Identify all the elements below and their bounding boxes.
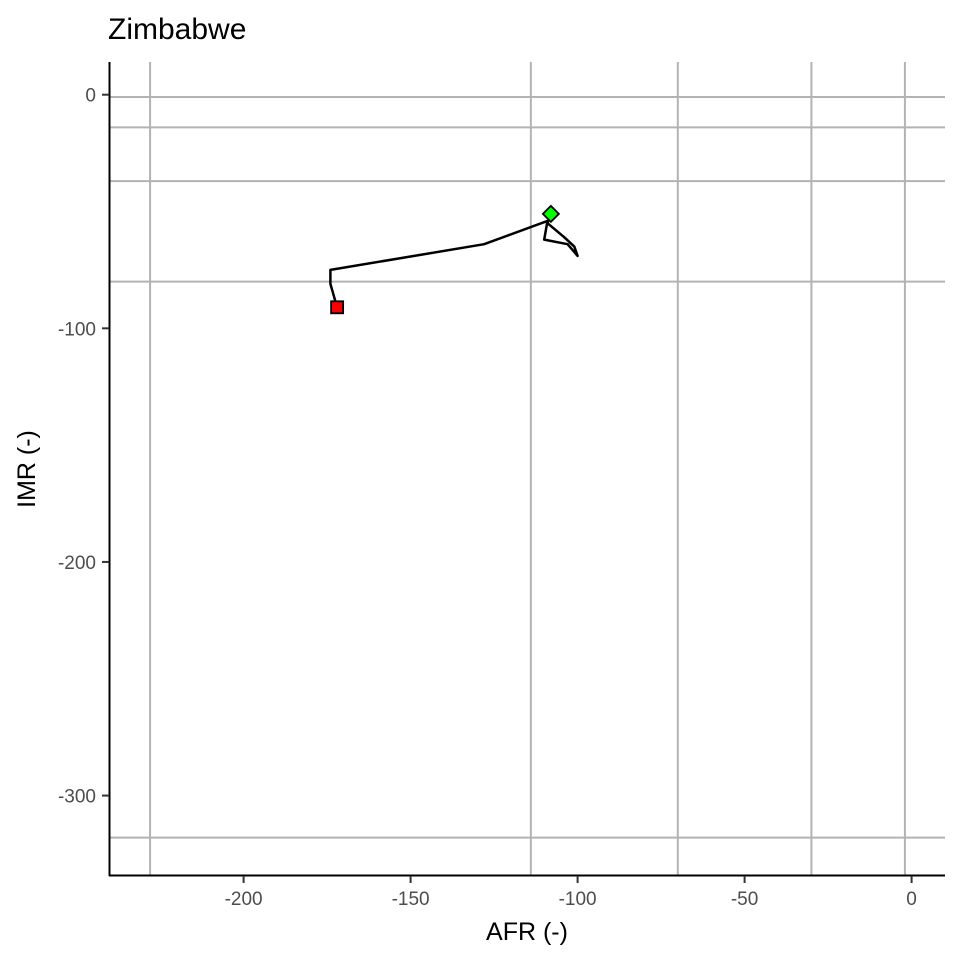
x-axis-title: AFR (-) [486, 918, 568, 946]
trajectory-line-0 [329, 213, 579, 308]
start-marker [330, 300, 345, 315]
series-layer [329, 213, 579, 308]
x-tick-label: -200 [225, 889, 263, 910]
x-tick-label: -150 [392, 889, 430, 910]
x-tick-label: -100 [559, 889, 597, 910]
markers-layer [330, 204, 561, 315]
reference-lines [110, 62, 945, 875]
y-tick-label: -300 [58, 787, 96, 808]
y-tick-label: -100 [58, 319, 96, 340]
end-marker [541, 204, 561, 224]
x-tick-label: 0 [906, 889, 917, 910]
y-tick-label: -200 [58, 553, 96, 574]
x-axis-ticks: -200 -150 -100 -50 0 [225, 876, 917, 910]
y-axis-title: IMR (-) [13, 430, 41, 508]
x-tick-label: -50 [731, 889, 758, 910]
chart-title: Zimbabwe [108, 13, 246, 46]
y-tick-label: 0 [85, 86, 96, 107]
y-axis-ticks: 0 -100 -200 -300 [58, 86, 109, 808]
